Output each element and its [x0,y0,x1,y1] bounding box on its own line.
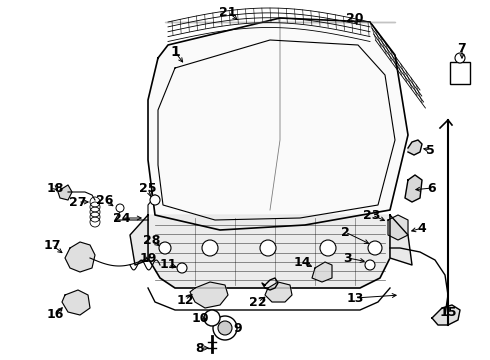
Text: 12: 12 [176,293,194,306]
Text: 10: 10 [191,311,209,324]
Circle shape [368,241,382,255]
Circle shape [202,240,218,256]
Polygon shape [190,282,228,308]
Text: 28: 28 [143,234,161,247]
Polygon shape [130,215,148,265]
Text: 14: 14 [293,256,311,269]
Circle shape [455,53,465,63]
Circle shape [116,204,124,212]
Circle shape [204,310,220,326]
Text: 23: 23 [363,208,381,221]
Text: 20: 20 [346,12,364,24]
Text: 27: 27 [69,195,87,208]
Text: 18: 18 [47,181,64,194]
Text: 16: 16 [47,309,64,321]
Text: 26: 26 [97,194,114,207]
Polygon shape [408,140,422,155]
Polygon shape [148,215,390,288]
Text: 4: 4 [417,221,426,234]
Text: 8: 8 [196,342,204,355]
Text: 1: 1 [170,45,180,59]
Text: 6: 6 [428,181,436,194]
Text: 11: 11 [159,258,177,271]
Polygon shape [388,215,408,240]
Circle shape [213,316,237,340]
Text: 15: 15 [439,306,457,319]
Circle shape [260,240,276,256]
Circle shape [218,321,232,335]
Polygon shape [390,215,412,265]
Text: 5: 5 [426,144,434,157]
Polygon shape [148,18,408,230]
Polygon shape [65,242,95,272]
Text: 21: 21 [219,5,237,18]
Text: 19: 19 [139,252,157,265]
Polygon shape [432,305,460,325]
Text: 22: 22 [249,296,267,309]
Text: 7: 7 [458,41,466,54]
Text: 25: 25 [139,181,157,194]
Circle shape [150,195,160,205]
Bar [450,62,470,84]
Polygon shape [265,282,292,302]
Text: 17: 17 [43,239,61,252]
Text: 3: 3 [343,252,352,265]
Text: 13: 13 [346,292,364,305]
Text: 2: 2 [341,225,349,239]
Text: 24: 24 [113,212,131,225]
Text: 9: 9 [234,321,243,334]
Circle shape [159,242,171,254]
Circle shape [365,260,375,270]
Circle shape [320,240,336,256]
Polygon shape [312,262,332,282]
Polygon shape [405,175,422,202]
Polygon shape [62,290,90,315]
Circle shape [177,263,187,273]
Polygon shape [58,185,72,200]
